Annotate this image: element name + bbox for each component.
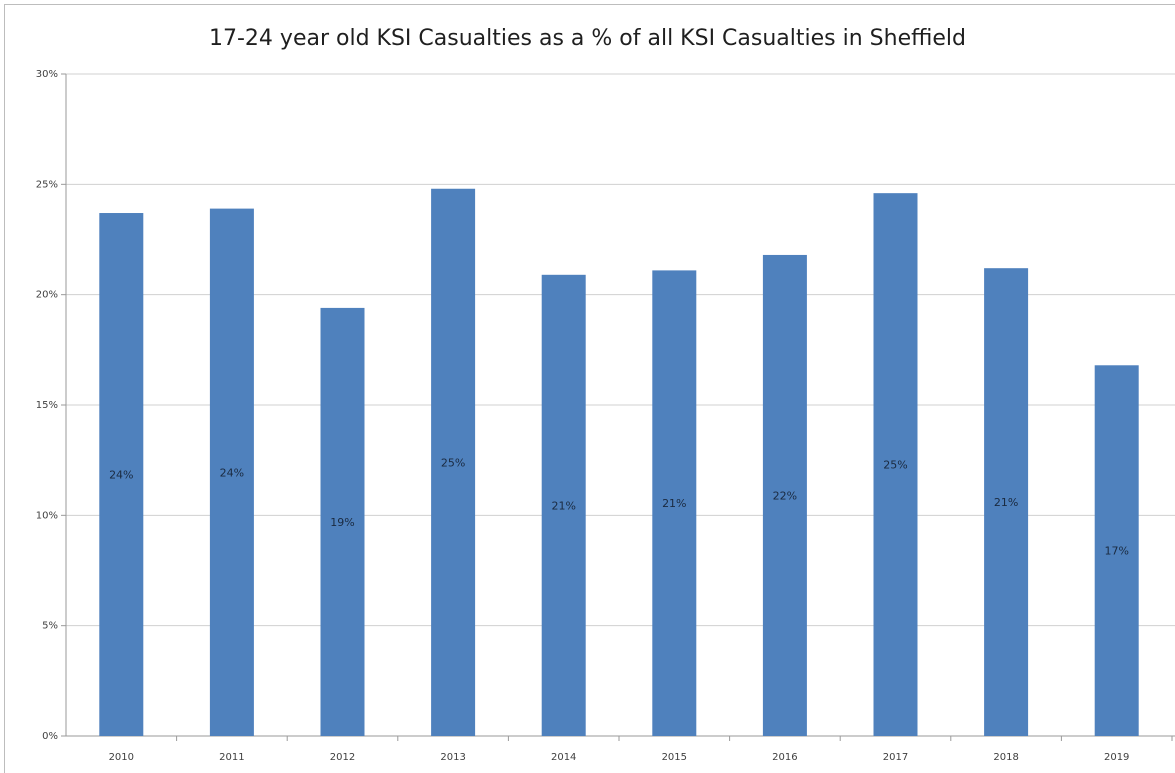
y-tick-label: 10% <box>36 510 58 521</box>
chart-frame <box>4 4 1175 773</box>
x-tick-label-2012: 2012 <box>330 752 355 763</box>
data-label-2015: 21% <box>662 497 686 510</box>
bar-2014 <box>541 274 586 736</box>
data-label-2011: 24% <box>220 466 244 479</box>
bar-2012 <box>320 307 365 736</box>
bar-2018 <box>984 268 1029 736</box>
x-tick-label-2014: 2014 <box>551 752 576 763</box>
x-tick-label-2011: 2011 <box>219 752 244 763</box>
chart-title: 17-24 year old KSI Casualties as a % of … <box>209 26 966 51</box>
data-label-2017: 25% <box>883 459 907 472</box>
y-tick-label: 30% <box>36 69 58 80</box>
x-tick-label-2016: 2016 <box>772 752 797 763</box>
y-tick-label: 20% <box>36 290 58 301</box>
x-tick-label-2018: 2018 <box>993 752 1018 763</box>
data-label-2018: 21% <box>994 496 1018 509</box>
bar-2013 <box>431 188 476 736</box>
x-tick-label-2013: 2013 <box>440 752 465 763</box>
bar-2010 <box>99 213 144 736</box>
bar-2016 <box>762 254 807 737</box>
x-tick-label-2010: 2010 <box>109 752 134 763</box>
bar-2019 <box>1094 365 1139 736</box>
y-tick-label: 0% <box>42 731 58 742</box>
x-tick-label-2015: 2015 <box>662 752 687 763</box>
y-tick-label: 15% <box>36 400 58 411</box>
bar-2011 <box>209 208 254 736</box>
data-label-2013: 25% <box>441 456 465 469</box>
data-label-2010: 24% <box>109 469 133 482</box>
data-label-2012: 19% <box>330 516 354 529</box>
data-label-2016: 22% <box>773 489 797 502</box>
data-label-2019: 17% <box>1104 545 1128 558</box>
bar-2015 <box>652 270 697 736</box>
data-label-2014: 21% <box>551 499 575 512</box>
y-tick-label: 25% <box>36 179 58 190</box>
x-tick-label-2017: 2017 <box>883 752 908 763</box>
y-tick-label: 5% <box>42 621 58 632</box>
x-tick-label-2019: 2019 <box>1104 752 1129 763</box>
bar-2017 <box>873 193 918 736</box>
